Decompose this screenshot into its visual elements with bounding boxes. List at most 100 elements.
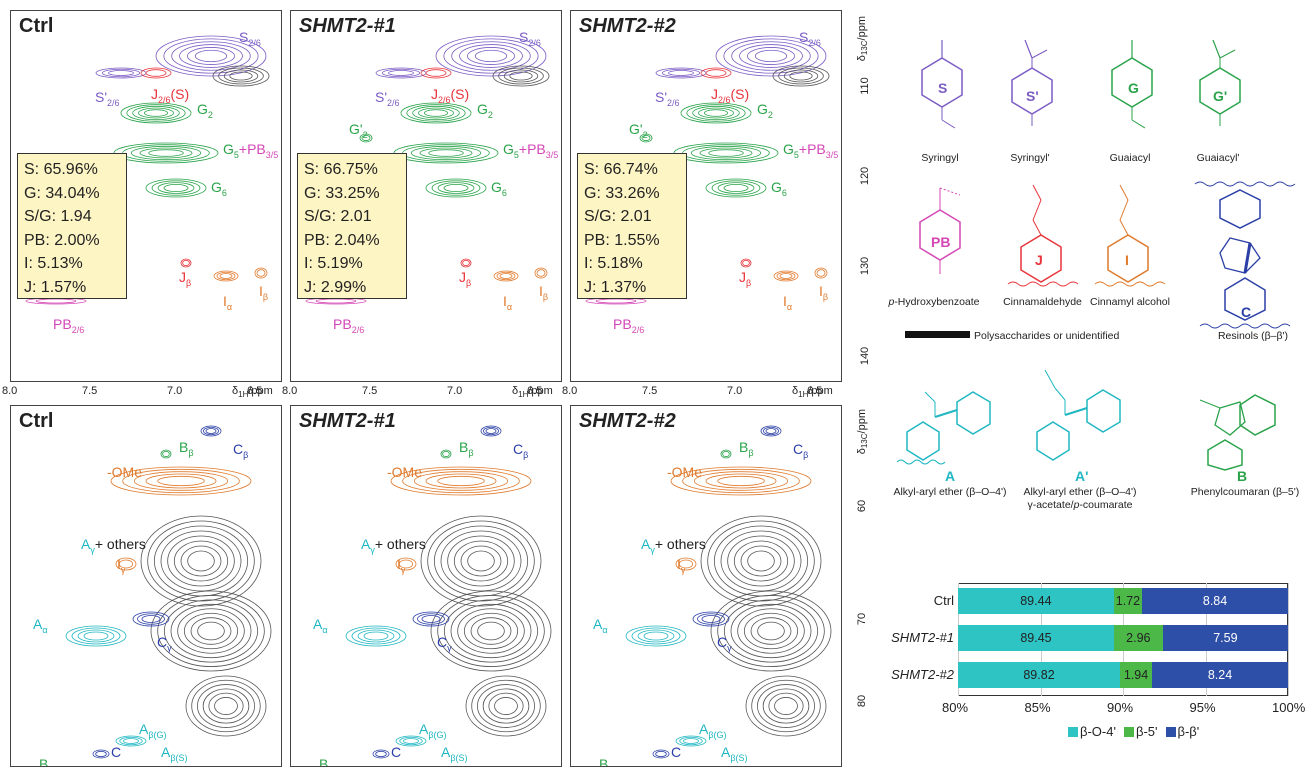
- nmr-contour: [757, 621, 785, 641]
- nmr-contour: [402, 468, 520, 494]
- composition-line: S: 66.74%: [584, 161, 658, 178]
- nmr-contour: [157, 475, 205, 487]
- x-tick-label: 100%: [1272, 700, 1306, 715]
- nmr-contour: [499, 273, 513, 279]
- nmr-contour: [493, 270, 519, 282]
- nmr-contour: [675, 557, 697, 571]
- nmr-contour: [496, 271, 516, 281]
- nmr-contour: [194, 49, 228, 63]
- nmr-contour: [440, 449, 452, 459]
- nmr-contour: [731, 41, 811, 71]
- contour-plot: [585, 35, 830, 305]
- composition-line: S: 66.75%: [304, 161, 378, 178]
- contour-plot: [305, 35, 550, 305]
- nmr-contour: [219, 273, 233, 279]
- nmr-contour: [678, 559, 694, 569]
- nmr-contour: [463, 612, 519, 650]
- nmr-contour: [122, 468, 240, 494]
- nmr-contour: [451, 41, 531, 71]
- nmr-contour: [256, 269, 266, 277]
- nmr-contour: [420, 67, 452, 79]
- label-g2: G2: [757, 101, 773, 120]
- polysaccharides-legend: Polysaccharides or unidentified: [905, 330, 1119, 342]
- nmr-contour: [482, 688, 530, 724]
- nmr-contour: [130, 145, 202, 161]
- nmr-contour: [345, 625, 407, 647]
- nmr-contour: [440, 530, 522, 592]
- nmr-contour: [682, 144, 770, 162]
- nmr-contour: [115, 735, 147, 747]
- nmr-contour: [710, 590, 832, 672]
- a-label: Alkyl-aryl ether (β–O–4'): [893, 486, 1007, 498]
- label-g2: G2: [477, 101, 493, 120]
- nmr-contour: [398, 559, 414, 569]
- nmr-contour: [690, 145, 762, 161]
- label-ia: Iα: [223, 293, 233, 312]
- nmr-contour: [187, 47, 235, 65]
- nmr-contour: [83, 631, 109, 641]
- label-abs: Aβ(S): [721, 744, 748, 763]
- nmr-contour: [733, 540, 789, 582]
- label-g6: G6: [771, 179, 787, 198]
- composition-line: J: 2.99%: [304, 278, 367, 296]
- nmr-contour: [119, 736, 143, 746]
- nmr-contour: [351, 627, 401, 645]
- nmr-contour: [412, 105, 460, 121]
- nmr-contour: [425, 473, 497, 489]
- nmr-contour: [708, 149, 744, 157]
- y-tick: 140: [859, 346, 872, 366]
- nmr-contour: [151, 180, 201, 196]
- x-tick-label: 95%: [1189, 700, 1216, 715]
- label-c: C: [671, 744, 682, 760]
- nmr-contour: [742, 259, 750, 267]
- nmr-contour: [400, 102, 472, 124]
- label-ag-others: Aγ+ others: [641, 536, 706, 555]
- nmr-contour: [754, 49, 788, 63]
- label-pb26: PB2/6: [53, 316, 85, 335]
- j-label: Cinnamaldehyde: [1003, 296, 1082, 308]
- nmr-contour: [768, 692, 804, 720]
- nmr-contour: [163, 38, 259, 74]
- nmr-contour: [643, 631, 669, 641]
- label-ia: Iα: [783, 293, 793, 312]
- nmr-contour: [412, 611, 450, 627]
- legend-swatch: [1123, 727, 1134, 737]
- nmr-contour: [177, 608, 245, 654]
- label-ag-others: Aγ+ others: [361, 536, 426, 555]
- nmr-contour: [655, 750, 667, 758]
- nmr-contour: [147, 520, 255, 602]
- nmr-contour: [737, 608, 805, 654]
- composition-line: I: 5.18%: [584, 255, 643, 272]
- nmr-contour: [534, 267, 548, 279]
- nmr-contour: [509, 71, 533, 81]
- nmr-contour: [202, 688, 250, 724]
- label-g5-pb35: G5+PB3/5: [783, 141, 839, 160]
- panel-title: SHMT2-#2: [579, 410, 676, 432]
- label-bb: Bβ: [179, 439, 194, 458]
- nmr-contour: [675, 735, 707, 747]
- x-tick: 8.0: [562, 385, 578, 397]
- bar-segment: 2.96: [1113, 625, 1163, 651]
- ring-label-g: G: [1128, 80, 1139, 96]
- ring-label-ap: A': [1075, 468, 1089, 484]
- nmr-contour: [715, 35, 827, 77]
- nmr-contour: [747, 550, 775, 572]
- panel-title: Ctrl: [19, 15, 54, 37]
- label-ome: -OMe: [387, 464, 422, 480]
- contour-plot: [345, 425, 552, 759]
- nmr-contour: [751, 679, 821, 733]
- nmr-contour: [467, 47, 515, 65]
- syringyl-prime-structure: [1011, 39, 1053, 126]
- ring-label-a: A: [945, 468, 956, 484]
- label-sp26: S'2/6: [655, 89, 680, 108]
- label-ome: -OMe: [107, 464, 142, 480]
- a-prime-sub-label: γ-acetate/p-coumarate: [1027, 499, 1133, 511]
- nmr-contour: [447, 535, 515, 587]
- nmr-contour: [692, 611, 730, 627]
- nmr-contour: [776, 271, 796, 281]
- nmr-contour: [723, 38, 819, 74]
- nmr-contour: [437, 182, 475, 194]
- nmr-contour: [431, 180, 481, 196]
- nmr-contour: [720, 530, 802, 592]
- nmr-contour: [459, 44, 523, 68]
